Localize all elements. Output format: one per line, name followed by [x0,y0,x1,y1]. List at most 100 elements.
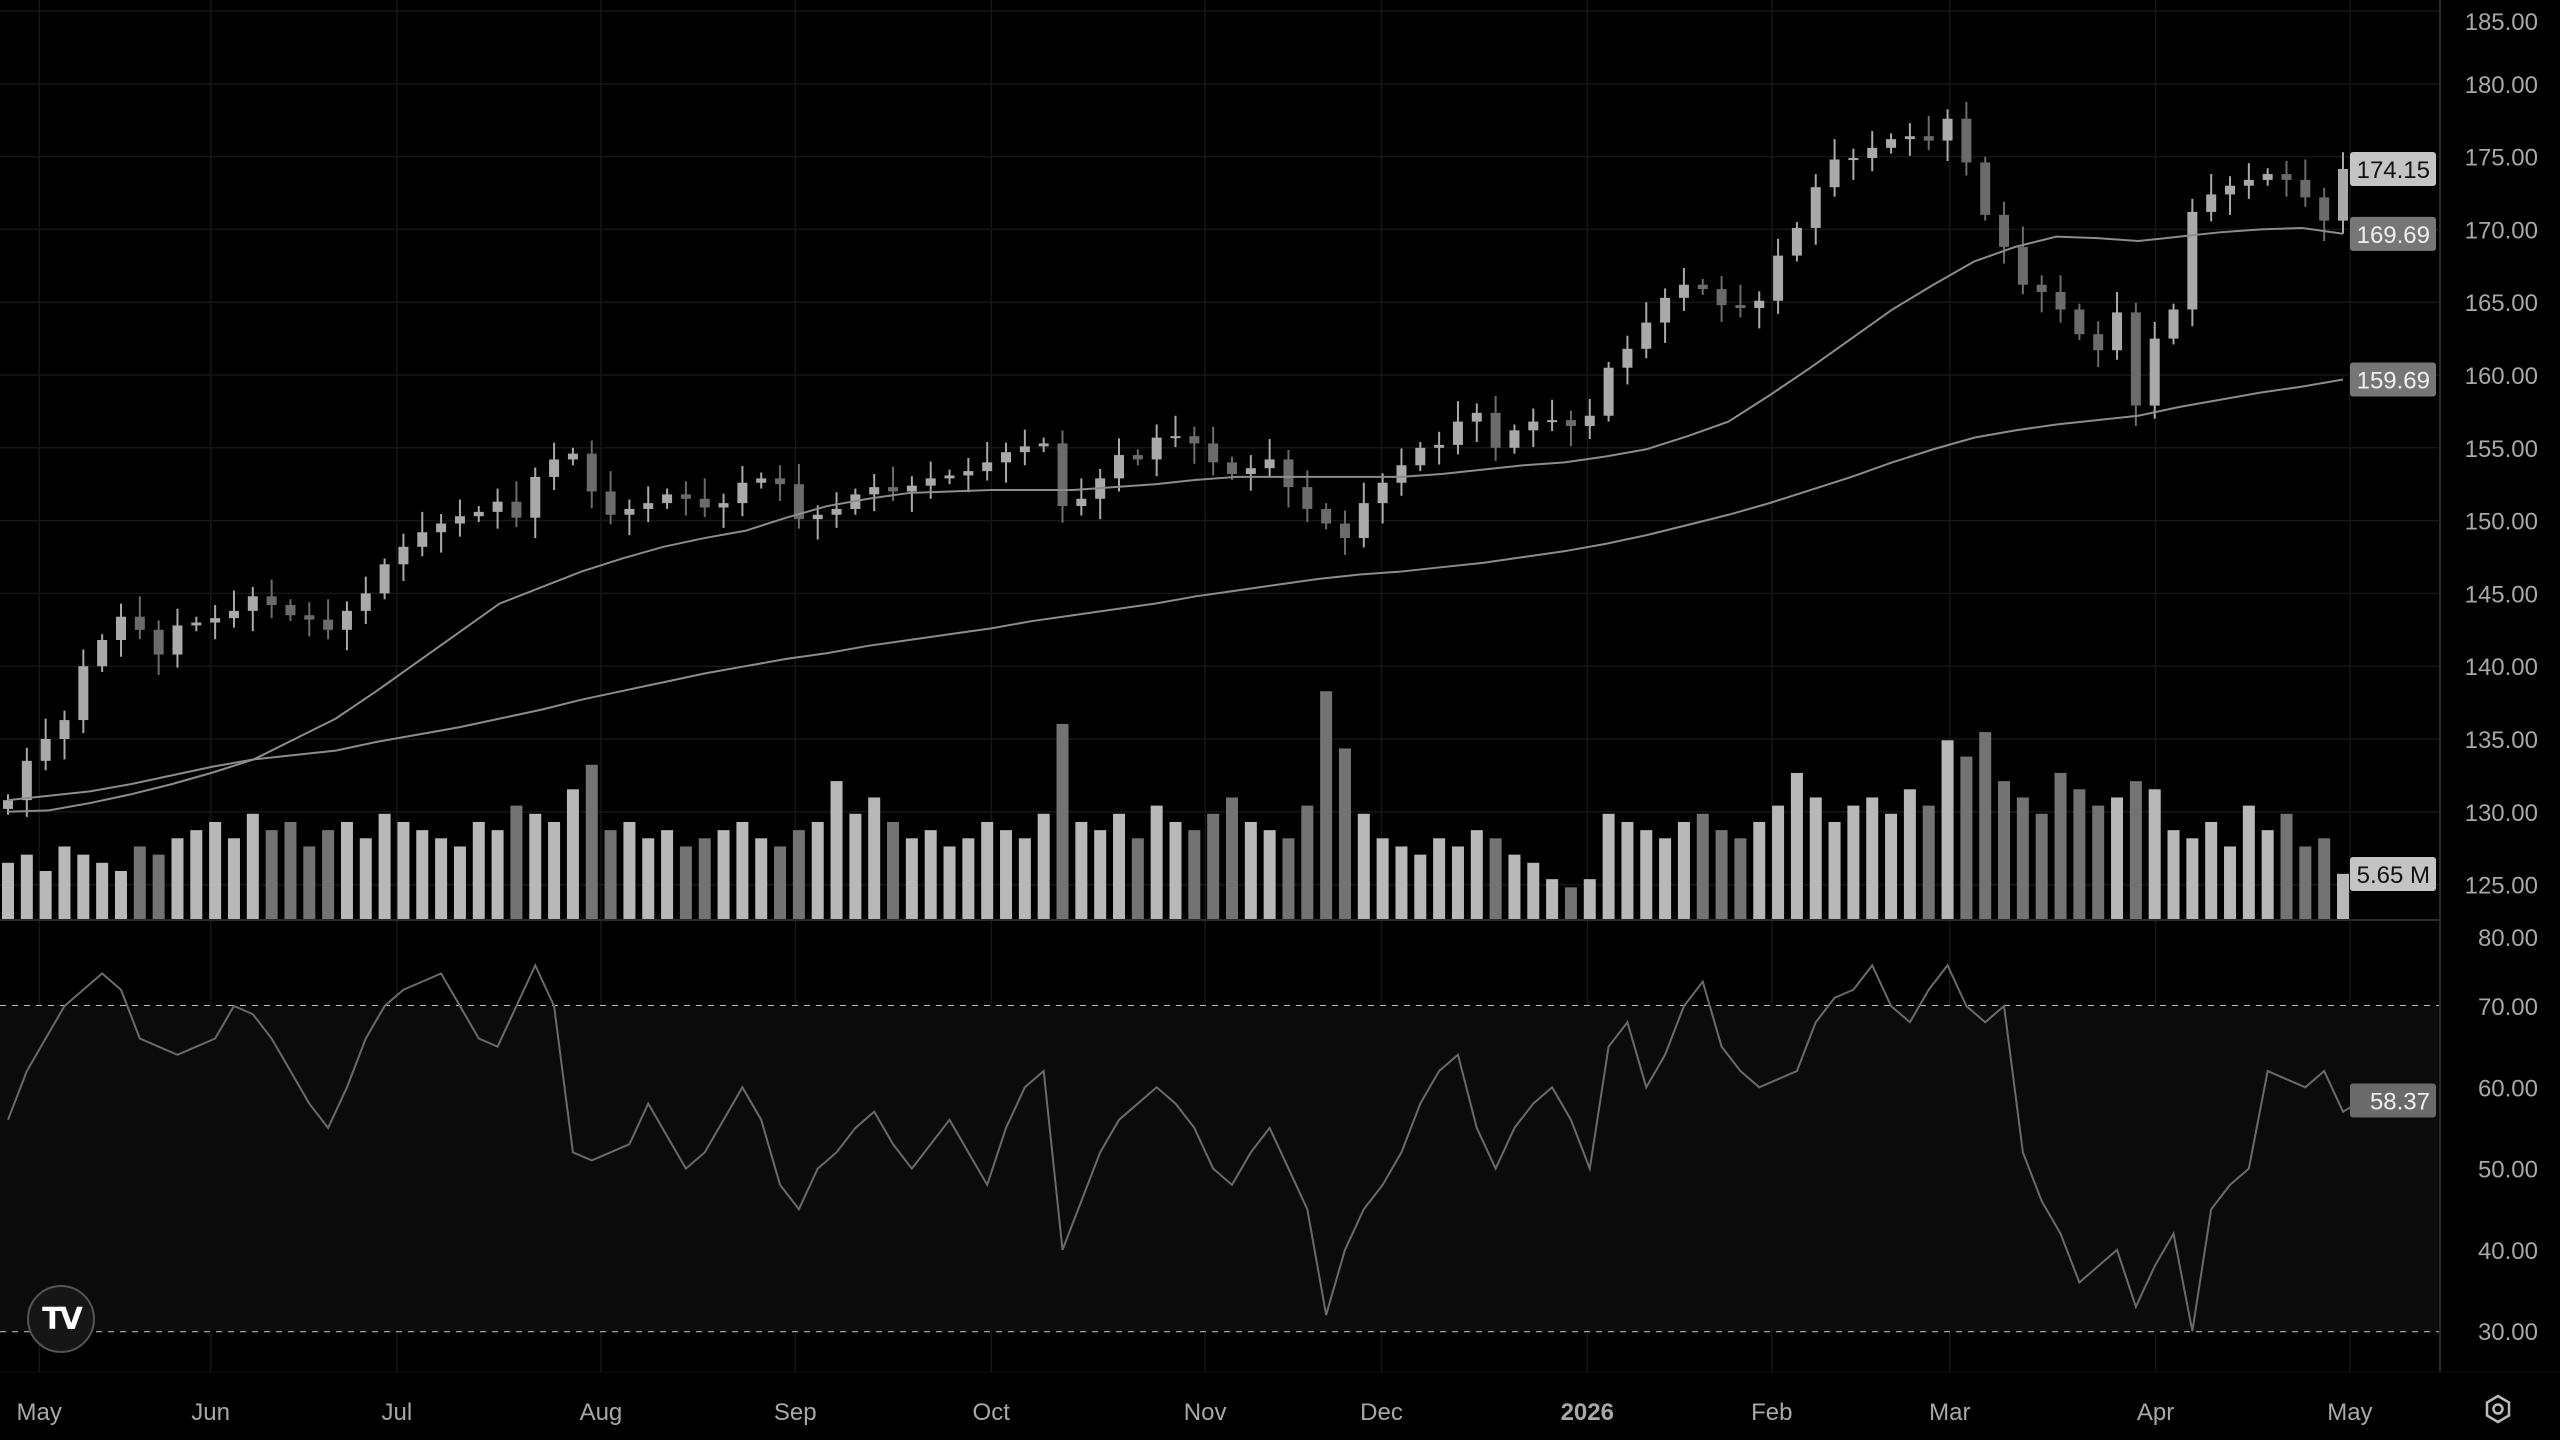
time-axis-label: Feb [1751,1399,1792,1426]
candle-body [473,511,484,517]
candle-body [285,605,296,616]
volume-bar [1734,838,1747,920]
volume-bar [548,821,561,920]
volume-bar [2129,781,2142,920]
volume-bar [1131,838,1144,920]
volume-bar [1301,805,1314,920]
candle-body [3,800,13,809]
candle-body [1547,420,1558,423]
volume-bar [717,830,730,920]
volume-bar [1000,830,1013,920]
rsi-pane [7,962,2363,1332]
candle-body [153,629,164,655]
volume-bar [604,830,617,920]
candle-body [1339,523,1350,539]
candle-body [1886,139,1897,148]
volume-bar [2111,797,2124,920]
candle-body [323,619,334,630]
volume-bar [1018,838,1031,920]
candle-body [191,622,202,626]
volume-bar [2054,772,2067,920]
candle-body [379,564,390,594]
volume-bar [698,838,711,920]
volume-bar [246,813,259,920]
candle-body [1114,455,1125,479]
volume-bar [378,813,391,920]
volume-bar [792,830,805,920]
volume-bar [642,838,655,920]
volume-bar [510,805,523,920]
price-axis-label: 140.00 [2465,654,2538,681]
candle-body [1923,136,1934,141]
candle-body [643,503,654,509]
candle-body [1490,412,1501,448]
volume-bar [1451,846,1464,920]
candlesticks [3,102,2348,817]
candle-body [1245,468,1256,475]
candle-body [1189,436,1200,444]
volume-bar [1150,805,1163,920]
settings-gear-icon[interactable] [2482,1393,2514,1425]
candle-body [944,475,955,479]
volume-bar [303,846,316,920]
volume-bar [1225,797,1238,920]
volume-bar [2035,813,2048,920]
volume-bar [1772,805,1785,920]
candle-body [2093,334,2104,351]
candle-body [1226,462,1237,475]
candle-body [1829,159,1840,188]
candle-body [1396,465,1407,483]
volume-bar [1621,821,1634,920]
candle-body [680,494,691,499]
volume-bar [1056,723,1069,920]
tradingview-logo[interactable]: TV [27,1285,95,1353]
candle-body [1471,412,1482,422]
candle-body [2036,284,2047,293]
volume-bar [661,830,674,920]
candle-body [1942,118,1953,141]
candle-body [1773,255,1784,301]
volume-bar [1433,838,1446,920]
volume-bar [811,821,824,920]
volume-bar [152,854,165,920]
volume-bar [190,830,203,920]
candle-body [40,739,51,761]
volume-bar [1414,854,1427,920]
volume-bar [1659,838,1672,920]
candle-body [1302,487,1313,509]
volume-bar [868,797,881,920]
price-axis-label: 145.00 [2465,581,2538,608]
time-axis-label: Oct [973,1399,1011,1426]
volume-bar [77,854,90,920]
volume-bar [943,846,956,920]
volume-bar [2299,846,2312,920]
volume-bar [1376,838,1389,920]
volume-bar [924,830,937,920]
moving-average-long-line [7,378,2344,802]
price-axis-label: 150.00 [2465,509,2538,536]
last-value-labels: 174.15 169.69 159.69 5.65 M 58.37 [2350,151,2436,1118]
candle-body [210,618,221,623]
candle-body [172,625,183,655]
candle-body [2074,309,2085,335]
candle-body [417,532,428,547]
candle-body [1716,289,1727,306]
candle-body [1622,348,1633,368]
volume-bar [981,821,994,920]
volume-bar [1527,862,1540,920]
candle-body [1321,508,1332,524]
volume-bar [1489,838,1502,920]
volume-bar [1677,821,1690,920]
candle-body [982,462,993,472]
candle-body [812,514,823,520]
volume-bar [529,813,542,920]
volume-bar [114,870,127,920]
time-axis-label: May [17,1399,62,1426]
rsi-axis-label: 40.00 [2478,1238,2538,1265]
candle-body [78,666,89,721]
candle-body [1791,227,1802,256]
volume-bar [1508,854,1521,920]
ma-long-label: 159.69 [2357,368,2430,395]
